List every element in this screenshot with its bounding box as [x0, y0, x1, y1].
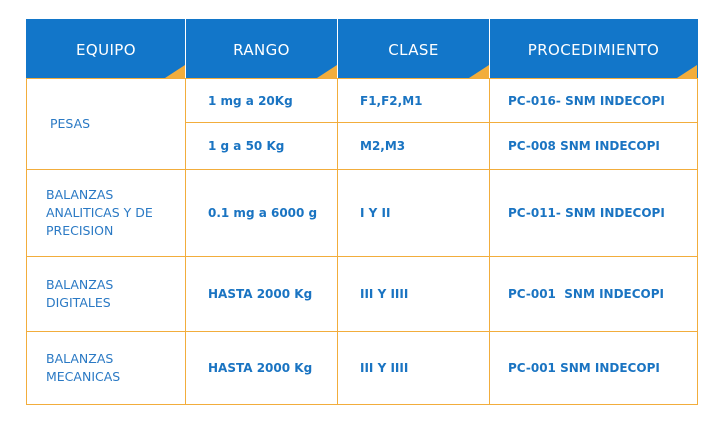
header-procedimiento-label: PROCEDIMIENTO — [527, 40, 660, 59]
equipo-line: ANALITICAS Y DE — [46, 205, 153, 220]
cell-clase: I Y II — [337, 169, 490, 257]
header-clase: CLASE — [337, 19, 490, 79]
table-row: BALANZAS DIGITALES HASTA 2000 Kg III Y I… — [26, 256, 698, 332]
header-corner-accent — [469, 65, 489, 78]
cell-rango: 1 g a 50 Kg — [185, 122, 338, 170]
cell-clase: M2,M3 — [337, 122, 490, 170]
cell-equipo: PESAS — [26, 78, 186, 170]
header-rango-label: RANGO — [233, 40, 290, 59]
cell-equipo: BALANZAS DIGITALES — [26, 256, 186, 332]
header-procedimiento: PROCEDIMIENTO — [489, 19, 698, 79]
header-equipo: EQUIPO — [26, 19, 186, 79]
cell-clase: III Y IIII — [337, 331, 490, 405]
cell-rango: 0.1 mg a 6000 g — [185, 169, 338, 257]
cell-equipo: BALANZAS MECANICAS — [26, 331, 186, 405]
cell-rango: HASTA 2000 Kg — [185, 256, 338, 332]
cell-rango: HASTA 2000 Kg — [185, 331, 338, 405]
header-corner-accent — [677, 65, 697, 78]
equipo-line: BALANZAS — [46, 187, 114, 202]
header-rango: RANGO — [185, 19, 338, 79]
table-row: 1 g a 50 Kg M2,M3 PC-008 SNM INDECOPI — [27, 122, 698, 170]
header-corner-accent — [317, 65, 337, 78]
table-header-row: EQUIPO RANGO CLASE PROCEDIMIENTO — [26, 19, 698, 79]
equipo-line: BALANZAS — [46, 351, 114, 366]
equipo-line: DIGITALES — [46, 295, 111, 310]
cell-clase: F1,F2,M1 — [337, 78, 490, 123]
cell-procedimiento: PC-001 SNM INDECOPI — [489, 256, 698, 332]
cell-procedimiento: PC-011- SNM INDECOPI — [489, 169, 698, 257]
header-clase-label: CLASE — [388, 40, 439, 59]
table-row: PESAS 1 mg a 20Kg F1,F2,M1 PC-016- SNM I… — [26, 78, 698, 170]
equipo-label: PESAS — [50, 116, 91, 131]
table-row: BALANZAS MECANICAS HASTA 2000 Kg III Y I… — [26, 331, 698, 405]
table-row: BALANZAS ANALITICAS Y DE PRECISION 0.1 m… — [26, 169, 698, 257]
cell-procedimiento: PC-016- SNM INDECOPI — [489, 78, 698, 123]
calibration-table: EQUIPO RANGO CLASE PROCEDIMIENTO — [26, 19, 698, 405]
header-corner-accent — [165, 65, 185, 78]
cell-procedimiento: PC-008 SNM INDECOPI — [489, 122, 698, 170]
cell-procedimiento: PC-001 SNM INDECOPI — [489, 331, 698, 405]
cell-equipo: BALANZAS ANALITICAS Y DE PRECISION — [26, 169, 186, 257]
header-equipo-label: EQUIPO — [76, 40, 136, 59]
equipo-line: MECANICAS — [46, 369, 121, 384]
equipo-line: BALANZAS — [46, 277, 114, 292]
calibration-table-container: EQUIPO RANGO CLASE PROCEDIMIENTO — [26, 19, 698, 408]
equipo-line: PRECISION — [46, 223, 114, 238]
cell-rango: 1 mg a 20Kg — [185, 78, 338, 123]
cell-clase: III Y IIII — [337, 256, 490, 332]
